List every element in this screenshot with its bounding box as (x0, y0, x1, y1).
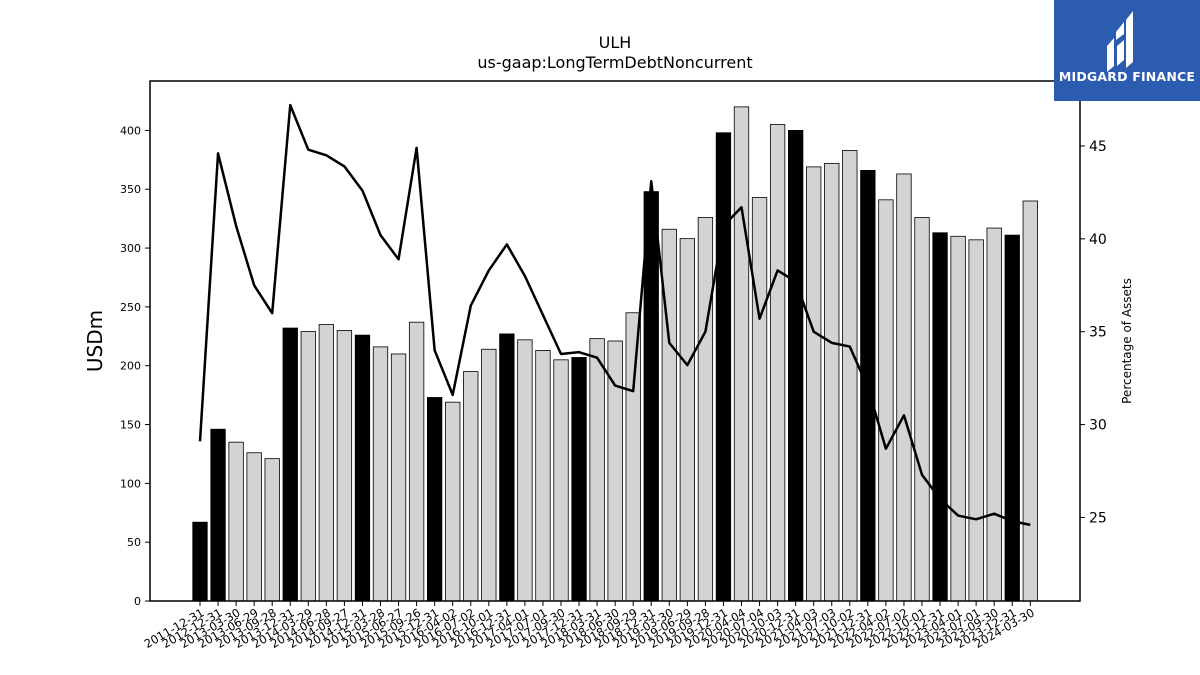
y-tick-label: 50 (127, 536, 141, 549)
y2-tick-label: 30 (1089, 418, 1107, 434)
y2-tick-label: 45 (1089, 139, 1107, 155)
y2-axis-label: Percentage of Assets (1120, 278, 1134, 404)
bar (751, 197, 768, 602)
bar (445, 401, 461, 602)
bar (914, 217, 930, 602)
brand-logo: MIDGARD FINANCE (1054, 0, 1200, 101)
bar (878, 199, 894, 602)
y-tick-label: 300 (120, 242, 141, 255)
bar (986, 227, 1002, 602)
y-tick-label: 350 (120, 183, 141, 196)
chart-subtitle: us-gaap:LongTermDebtNoncurrent (477, 53, 752, 72)
bar (300, 331, 316, 602)
bar (192, 521, 208, 602)
percentage-line (198, 103, 1031, 527)
bar (932, 232, 948, 602)
bar (535, 350, 551, 602)
bar (282, 327, 298, 602)
midgard-logo-icon (1107, 11, 1133, 72)
bar (788, 130, 804, 602)
y2-tick-label: 40 (1089, 232, 1107, 248)
bar (968, 239, 984, 602)
bar (246, 452, 262, 602)
bar (571, 357, 587, 602)
bar (950, 235, 966, 602)
bar (679, 238, 695, 602)
bar (228, 441, 244, 602)
chart-title: ULH (599, 33, 632, 52)
y-tick-label: 400 (120, 124, 141, 137)
bar (896, 173, 912, 602)
y2-tick-label: 35 (1089, 325, 1107, 341)
bar (733, 106, 750, 602)
y2-tick-label: 25 (1089, 510, 1107, 526)
bar (517, 339, 533, 602)
y-axis-label: USDm (83, 310, 107, 372)
bar (390, 353, 407, 602)
plot-frame (149, 80, 1081, 602)
bar (697, 217, 714, 602)
bar (661, 228, 677, 602)
bar (264, 458, 280, 602)
bar (769, 124, 786, 602)
bar (354, 334, 371, 602)
bar (426, 397, 443, 602)
bar (336, 330, 353, 602)
bar (553, 359, 569, 602)
bar (824, 162, 840, 602)
y-tick-label: 200 (120, 360, 141, 373)
bar (625, 312, 641, 602)
bar (806, 166, 822, 602)
bar (408, 321, 425, 602)
bar (463, 371, 479, 602)
y-tick-label: 100 (120, 477, 141, 490)
bar (842, 150, 858, 602)
bar (715, 132, 732, 602)
y-tick-label: 0 (134, 595, 141, 608)
bar (210, 428, 226, 602)
bar (481, 348, 497, 602)
bar (372, 346, 389, 602)
bar (499, 333, 515, 602)
bar (318, 324, 335, 602)
y-tick-label: 150 (120, 419, 141, 432)
bar (589, 338, 605, 602)
brand-name: MIDGARD FINANCE (1058, 69, 1196, 84)
y-tick-label: 250 (120, 301, 141, 314)
bar (1022, 200, 1038, 602)
bar (1004, 234, 1020, 602)
